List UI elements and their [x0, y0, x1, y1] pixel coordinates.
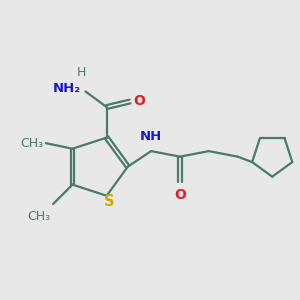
Text: CH₃: CH₃ [20, 137, 43, 150]
Text: CH₃: CH₃ [27, 210, 50, 223]
Text: NH: NH [140, 130, 162, 143]
Text: NH₂: NH₂ [53, 82, 81, 95]
Text: S: S [103, 194, 114, 209]
Text: H: H [76, 66, 86, 79]
Text: O: O [174, 188, 186, 202]
Text: O: O [133, 94, 145, 109]
